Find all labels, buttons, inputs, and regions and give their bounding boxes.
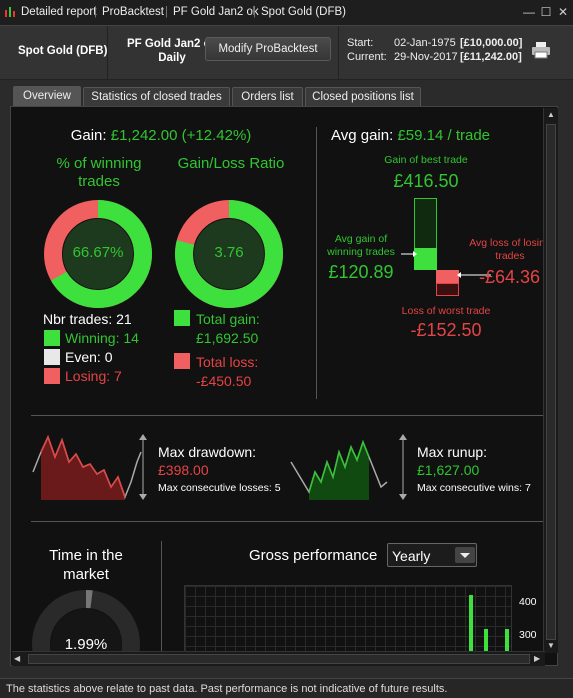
nbr-trades: Nbr trades: 21: [43, 311, 132, 327]
losing-swatch: [44, 368, 60, 384]
ratio-donut: 3.76: [174, 199, 284, 309]
avg-win: £120.89: [328, 262, 394, 282]
avg-loss-bar: [436, 270, 459, 283]
total-loss-swatch: [174, 353, 190, 369]
print-icon[interactable]: [531, 41, 551, 59]
best-trade-label: Gain of best trade: [384, 154, 468, 166]
pointer-arrows: [401, 251, 491, 278]
time-market-value: 1.99%: [64, 636, 108, 653]
gain-summary: Gain: £1,242.00 (+12.42%): [70, 127, 252, 144]
winning-swatch: [44, 330, 60, 346]
donut-fill: [32, 590, 140, 665]
chart-app-icon: [4, 6, 16, 18]
worst-trade: -£152.50: [410, 320, 482, 340]
close-button[interactable]: ✕: [557, 5, 569, 19]
scroll-left-icon[interactable]: ◀: [14, 654, 21, 663]
consec-wins: Max consecutive wins: 7: [417, 482, 531, 494]
status-bar: The statistics above relate to past data…: [0, 678, 573, 698]
gain-value: £1,242.00 (+12.42%): [110, 127, 252, 144]
time-market-title: Time in the market: [49, 547, 123, 583]
gross-bar: [505, 629, 509, 665]
start-label: Start:: [347, 37, 374, 49]
winning-title: % of winning trades: [56, 155, 142, 190]
donut-fill: [44, 200, 152, 308]
winning-donut: 66.67%: [43, 199, 153, 309]
total-loss: -£450.50: [196, 373, 252, 389]
even-swatch: [44, 349, 60, 365]
start-value: [£10,000.00]: [460, 37, 523, 49]
title-instrument: Spot Gold (DFB): [261, 6, 346, 18]
current-label: Current:: [347, 51, 387, 63]
title-system-name: PF Gold Jan2 ok: [173, 6, 259, 18]
ratio-value: 3.76: [214, 244, 244, 261]
runup-label: Max runup:: [417, 444, 488, 460]
runup-sparkline: [290, 434, 407, 500]
title-bar: Detailed report | ProBacktest | PF Gold …: [0, 0, 573, 26]
winning-count: Winning: 14: [65, 330, 139, 346]
avg-win-label: Avg gain of winning trades: [327, 233, 395, 258]
winning-pct: 66.67%: [72, 244, 124, 261]
current-date: 29-Nov-2017: [394, 51, 458, 63]
total-gain-swatch: [174, 310, 190, 326]
avg-win-bar: [414, 248, 437, 270]
total-gain: £1,692.50: [196, 330, 259, 346]
report-header: Spot Gold (DFB) PF Gold Jan2 ok Daily St…: [0, 26, 573, 80]
maximize-button[interactable]: ☐: [540, 5, 552, 19]
gross-bar: [484, 629, 488, 665]
scroll-thumb[interactable]: [546, 124, 556, 640]
tab-orders-list[interactable]: Orders list: [232, 87, 303, 106]
scroll-down-icon[interactable]: ▼: [547, 641, 555, 650]
worst-trade-label: Loss of worst trade: [401, 305, 491, 317]
gross-bar: [469, 595, 473, 665]
chevron-down-icon[interactable]: [455, 547, 475, 563]
tab-closed-positions-list[interactable]: Closed positions list: [305, 87, 421, 106]
donut-fill: [175, 200, 283, 308]
drawdown-value: £398.00: [158, 462, 209, 478]
avg-gain: Avg gain: £59.14 / trade: [331, 127, 491, 144]
runup-value: £1,627.00: [417, 462, 480, 478]
start-date: 02-Jan-1975: [394, 37, 456, 49]
scroll-right-icon[interactable]: ▶: [534, 654, 541, 663]
total-gain-label: Total gain:: [196, 311, 260, 327]
gain-loss-ratio-title: Gain/Loss Ratio: [177, 155, 285, 172]
instrument-name: Spot Gold (DFB): [18, 45, 108, 57]
title-probacktest: ProBacktest: [102, 6, 164, 18]
avg-loss: -£64.36: [479, 267, 541, 287]
tab-overview[interactable]: Overview: [13, 86, 81, 107]
drawdown-sparkline: [32, 434, 147, 500]
gross-period-select[interactable]: Yearly: [387, 543, 477, 567]
drawdown-label: Max drawdown:: [158, 444, 257, 460]
system-name: PF Gold Jan2 ok: [126, 38, 218, 50]
modify-probacktest-button[interactable]: Modify ProBacktest: [205, 37, 331, 61]
best-trade: £416.50: [393, 171, 459, 191]
total-loss-label: Total loss:: [196, 354, 259, 370]
gross-title: Gross performance: [249, 547, 378, 564]
period-label: Daily: [158, 52, 186, 64]
vertical-scrollbar[interactable]: ▲ ▼: [543, 108, 558, 653]
horizontal-scrollbar[interactable]: ◀ ▶: [12, 651, 545, 666]
consec-losses: Max consecutive losses: 5: [158, 482, 281, 494]
gross-tick: 400: [519, 596, 537, 608]
losing-count: Losing: 7: [65, 368, 122, 384]
avg-loss-label: Avg loss of losing trades: [469, 237, 551, 262]
donut-center: [194, 219, 264, 289]
worst-trade-bar: [436, 283, 459, 296]
scroll-thumb-h[interactable]: [28, 654, 530, 664]
gross-tick: 300: [519, 629, 537, 641]
minimize-button[interactable]: —: [523, 5, 535, 19]
scroll-up-icon[interactable]: ▲: [547, 110, 555, 119]
tab-statistics-closed-trades[interactable]: Statistics of closed trades: [83, 87, 230, 106]
current-value: [£11,242.00]: [460, 51, 522, 63]
overview-panel: Gain: £1,242.00 (+12.42%) % of winning t…: [10, 106, 558, 666]
donut-center: [63, 219, 133, 289]
title-detailed-report: Detailed report: [21, 6, 97, 18]
even-count: Even: 0: [65, 349, 113, 365]
